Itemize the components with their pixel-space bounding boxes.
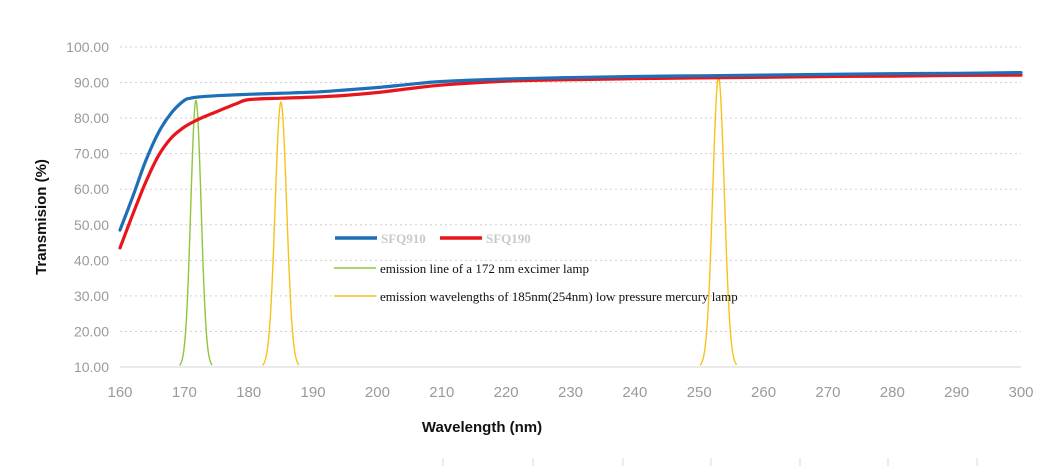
x-axis-title: Wavelength (nm) bbox=[422, 419, 542, 436]
x-tick-210: 210 bbox=[429, 384, 454, 401]
legend-label-mercury: emission wavelengths of 185nm(254nm) low… bbox=[380, 289, 738, 304]
y-tick-100.00: 100.00 bbox=[66, 39, 109, 55]
legend-label-sfq190: SFQ190 bbox=[486, 231, 531, 246]
x-tick-170: 170 bbox=[172, 384, 197, 401]
y-tick-40.00: 40.00 bbox=[74, 252, 109, 268]
y-axis-title: Transmision (%) bbox=[33, 159, 50, 275]
y-tick-70.00: 70.00 bbox=[74, 146, 109, 162]
y-tick-60.00: 60.00 bbox=[74, 181, 109, 197]
legend-label-sfq910: SFQ910 bbox=[381, 231, 426, 246]
y-tick-50.00: 50.00 bbox=[74, 217, 109, 233]
x-tick-labels: 160 170 180 190 200 210 220 230 240 250 260 270 280 2… bbox=[107, 384, 1033, 401]
legend: SFQ910 SFQ190 emission line of a 172 nm ex… bbox=[334, 231, 738, 304]
x-tick-280: 280 bbox=[880, 384, 905, 401]
emission-peaks bbox=[178, 76, 738, 366]
x-tick-230: 230 bbox=[558, 384, 583, 401]
y-tick-10.00: 10.00 bbox=[74, 359, 109, 375]
x-tick-240: 240 bbox=[622, 384, 647, 401]
series-lines bbox=[118, 71, 1023, 250]
series-line-sfq190 bbox=[118, 73, 1023, 250]
y-tick-80.00: 80.00 bbox=[74, 110, 109, 126]
peak-253nm bbox=[699, 76, 738, 366]
peak-185nm bbox=[261, 101, 300, 366]
y-tick-20.00: 20.00 bbox=[74, 323, 109, 339]
x-tick-180: 180 bbox=[236, 384, 261, 401]
series-line-sfq910 bbox=[118, 71, 1023, 232]
peak-171.8nm bbox=[178, 99, 213, 366]
x-tick-220: 220 bbox=[494, 384, 519, 401]
x-tick-300: 300 bbox=[1008, 384, 1033, 401]
x-tick-250: 250 bbox=[687, 384, 712, 401]
x-tick-270: 270 bbox=[815, 384, 840, 401]
x-tick-190: 190 bbox=[301, 384, 326, 401]
x-tick-200: 200 bbox=[365, 384, 390, 401]
bottom-tick-marks bbox=[442, 458, 978, 466]
y-tick-90.00: 90.00 bbox=[74, 75, 109, 91]
x-tick-160: 160 bbox=[107, 384, 132, 401]
grid-lines bbox=[120, 46, 1021, 368]
x-tick-260: 260 bbox=[751, 384, 776, 401]
y-tick-30.00: 30.00 bbox=[74, 288, 109, 304]
x-tick-290: 290 bbox=[944, 384, 969, 401]
legend-label-excimer: emission line of a 172 nm excimer lamp bbox=[380, 261, 589, 276]
y-tick-labels: 10.00 20.00 30.00 40.00 50.00 60.00 70.00 80.00… bbox=[66, 39, 109, 375]
